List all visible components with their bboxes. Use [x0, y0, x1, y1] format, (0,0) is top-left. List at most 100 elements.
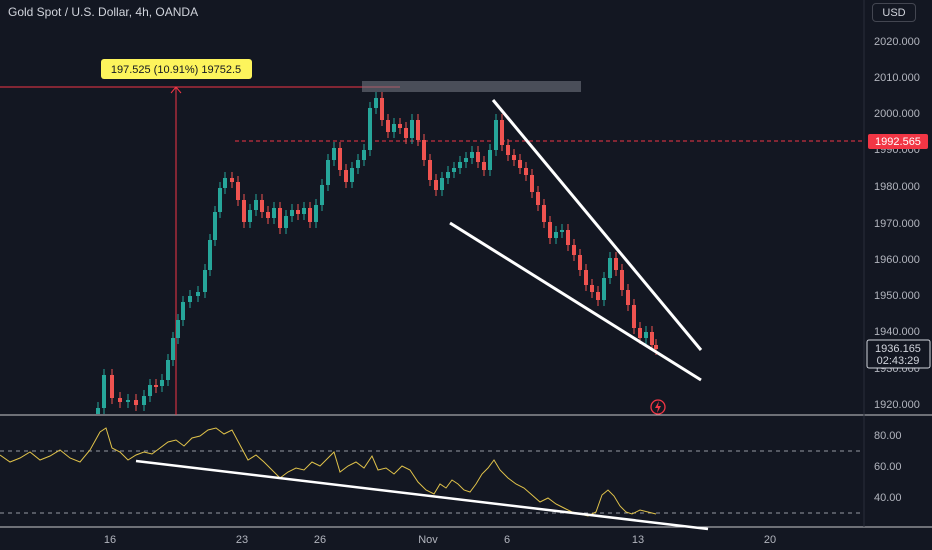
candle-body	[464, 158, 468, 162]
price-tick: 2000.000	[874, 108, 920, 120]
candle-body	[213, 212, 217, 240]
candle-body	[572, 245, 576, 255]
currency-button[interactable]: USD	[872, 3, 916, 22]
candle-body	[326, 160, 330, 185]
candle-body	[548, 222, 552, 238]
candle-body	[314, 205, 318, 222]
time-tick: Nov	[418, 534, 438, 546]
candle-body	[154, 385, 158, 387]
candle-body	[584, 270, 588, 285]
candle-body	[166, 360, 170, 380]
candle-body	[118, 398, 122, 402]
measure-label: 197.525 (10.91%) 19752.5	[111, 64, 241, 76]
candle-body	[278, 208, 282, 228]
candle-body	[626, 290, 630, 305]
candle-body	[554, 232, 558, 238]
price-tick: 2020.000	[874, 36, 920, 48]
candle-body	[362, 150, 366, 160]
candle-body	[536, 192, 540, 205]
candle-body	[134, 400, 138, 405]
candle-body	[386, 120, 390, 132]
wedge-lower-trendline[interactable]	[449, 221, 702, 382]
candle-body	[458, 162, 462, 168]
candle-body	[350, 168, 354, 182]
candle-body	[230, 178, 234, 182]
candle-body	[374, 98, 378, 108]
candle-body	[422, 140, 426, 160]
candle-body	[590, 285, 594, 292]
candle-body	[578, 255, 582, 270]
candle-body	[470, 152, 474, 158]
candle-body	[208, 240, 212, 270]
candle-body	[428, 160, 432, 180]
candle-body	[596, 292, 600, 300]
candle-body	[308, 208, 312, 222]
candle-body	[242, 200, 246, 222]
candle-body	[368, 108, 372, 150]
candle-body	[320, 185, 324, 205]
candle-body	[524, 168, 528, 175]
candle-body	[404, 128, 408, 138]
candle-body	[344, 170, 348, 182]
wedge-upper-trendline[interactable]	[491, 99, 703, 351]
candle-body	[398, 124, 402, 128]
osc-tick: 40.00	[874, 492, 902, 504]
candle-body	[638, 328, 642, 338]
marker-price-label: 1992.565	[875, 136, 921, 148]
price-tick: 1940.000	[874, 326, 920, 338]
candle-body	[644, 332, 648, 338]
candle-body	[181, 302, 185, 320]
candle-body	[542, 205, 546, 222]
candle-body	[518, 160, 522, 168]
time-tick: 6	[504, 534, 510, 546]
countdown-label: 02:43:29	[877, 355, 920, 367]
candle-body	[512, 155, 516, 160]
time-tick: 23	[236, 534, 248, 546]
candle-body	[196, 292, 200, 296]
candle-body	[506, 145, 510, 155]
measure-tool[interactable]: 197.525 (10.91%) 19752.5	[0, 59, 400, 415]
candle-body	[488, 150, 492, 170]
candle-body	[452, 168, 456, 172]
candle-body	[126, 400, 130, 402]
candle-body	[188, 296, 192, 302]
time-tick: 16	[104, 534, 116, 546]
oscillator-line[interactable]	[0, 427, 657, 517]
candle-body	[560, 230, 564, 232]
oscillator-trendline[interactable]	[135, 459, 709, 531]
candle-body	[446, 172, 450, 178]
candle-body	[171, 338, 175, 360]
candle-body	[338, 148, 342, 170]
candle-body	[218, 188, 222, 212]
candle-body	[650, 332, 654, 345]
candle-body	[392, 124, 396, 132]
measure-label-bg	[101, 59, 252, 79]
time-tick: 20	[764, 534, 776, 546]
last-price-label-bg	[866, 339, 931, 369]
candle-body	[566, 230, 570, 245]
zone-rectangle[interactable]	[362, 81, 581, 92]
candle-body	[602, 278, 606, 300]
candle-body	[632, 305, 636, 328]
candle-body	[620, 270, 624, 290]
price-tick: 1920.000	[874, 399, 920, 411]
lightning-icon[interactable]	[650, 399, 666, 415]
candle-body	[416, 120, 420, 140]
candle-body	[203, 270, 207, 292]
time-axis[interactable]: 16 23 26 Nov 6 13 20	[104, 534, 776, 546]
time-tick: 26	[314, 534, 326, 546]
candle-body	[160, 380, 164, 386]
osc-tick: 60.00	[874, 461, 902, 473]
price-axis[interactable]: 2020.000 2010.000 2000.000 1990.000 1980…	[874, 36, 920, 411]
price-tick: 1970.000	[874, 218, 920, 230]
candle-body	[380, 98, 384, 120]
candle-body	[223, 178, 227, 188]
oscillator-axis[interactable]: 80.00 60.00 40.00	[874, 430, 902, 504]
candlestick-series	[96, 92, 658, 414]
candle-body	[410, 120, 414, 138]
price-tick: 1960.000	[874, 254, 920, 266]
candle-body	[254, 200, 258, 210]
osc-tick: 80.00	[874, 430, 902, 442]
